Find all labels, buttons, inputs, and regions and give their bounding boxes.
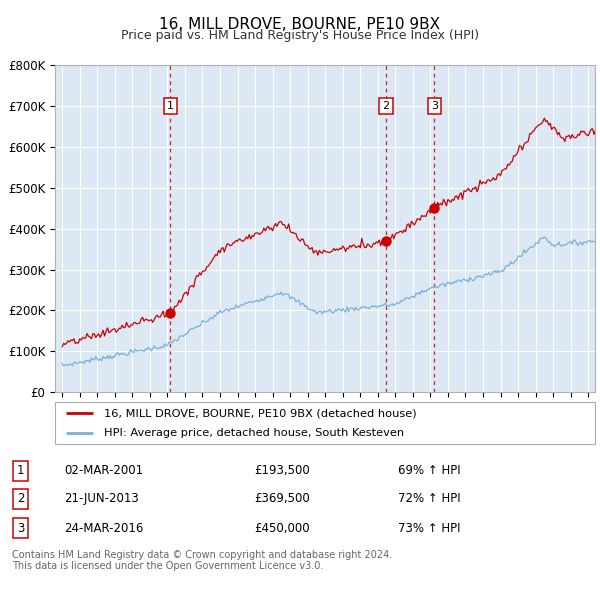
Text: £193,500: £193,500 bbox=[254, 464, 310, 477]
Text: 3: 3 bbox=[431, 101, 438, 111]
Text: 02-MAR-2001: 02-MAR-2001 bbox=[64, 464, 143, 477]
Text: Price paid vs. HM Land Registry's House Price Index (HPI): Price paid vs. HM Land Registry's House … bbox=[121, 29, 479, 42]
Text: £450,000: £450,000 bbox=[254, 522, 310, 535]
Text: 16, MILL DROVE, BOURNE, PE10 9BX (detached house): 16, MILL DROVE, BOURNE, PE10 9BX (detach… bbox=[104, 408, 416, 418]
Text: 1: 1 bbox=[17, 464, 25, 477]
FancyBboxPatch shape bbox=[55, 402, 595, 444]
Text: 21-JUN-2013: 21-JUN-2013 bbox=[64, 492, 139, 505]
Text: 1: 1 bbox=[167, 101, 174, 111]
Text: £369,500: £369,500 bbox=[254, 492, 310, 505]
Text: Contains HM Land Registry data © Crown copyright and database right 2024.
This d: Contains HM Land Registry data © Crown c… bbox=[12, 550, 392, 572]
Text: 69% ↑ HPI: 69% ↑ HPI bbox=[398, 464, 461, 477]
Text: 3: 3 bbox=[17, 522, 25, 535]
Text: 2: 2 bbox=[17, 492, 25, 505]
Text: 24-MAR-2016: 24-MAR-2016 bbox=[64, 522, 143, 535]
Text: 16, MILL DROVE, BOURNE, PE10 9BX: 16, MILL DROVE, BOURNE, PE10 9BX bbox=[160, 17, 440, 31]
Text: 72% ↑ HPI: 72% ↑ HPI bbox=[398, 492, 461, 505]
Text: 2: 2 bbox=[382, 101, 389, 111]
Text: 73% ↑ HPI: 73% ↑ HPI bbox=[398, 522, 460, 535]
Text: HPI: Average price, detached house, South Kesteven: HPI: Average price, detached house, Sout… bbox=[104, 428, 404, 438]
